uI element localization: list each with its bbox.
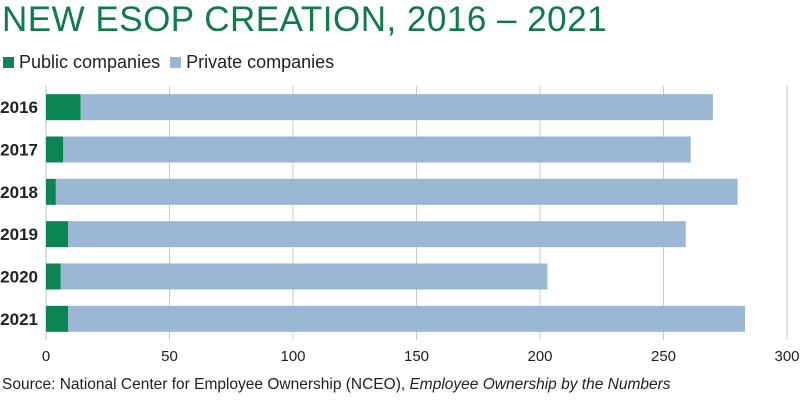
x-tick-label: 0: [42, 348, 50, 365]
x-tick-label: 50: [161, 348, 178, 365]
x-tick-label: 250: [651, 348, 676, 365]
x-tick-label: 300: [774, 348, 799, 365]
legend-swatch-public: [3, 57, 14, 68]
legend-swatch-private: [170, 57, 182, 68]
x-tick-label: 200: [527, 348, 552, 365]
legend-item-public: Public companies: [3, 52, 160, 73]
x-tick-label: 100: [280, 348, 305, 365]
source-note: Source: National Center for Employee Own…: [2, 376, 671, 394]
legend-item-private: Private companies: [170, 52, 334, 73]
category-label: 2021: [0, 310, 38, 329]
category-label: 2016: [0, 98, 38, 117]
category-label: 2019: [0, 225, 38, 244]
bar-public: [46, 263, 61, 290]
category-label: 2020: [0, 268, 38, 287]
bar-private: [55, 178, 738, 205]
source-title: Employee Ownership by the Numbers: [409, 376, 671, 393]
bar-private: [63, 136, 691, 163]
bar-public: [46, 221, 69, 248]
legend-label-private: Private companies: [186, 52, 335, 72]
bar-private: [68, 221, 686, 248]
legend-label-public: Public companies: [19, 52, 161, 72]
bar-private: [80, 94, 713, 121]
bar-public: [46, 178, 56, 205]
x-tick-label: 150: [404, 348, 429, 365]
bar-private: [60, 263, 548, 290]
bar-public: [46, 94, 81, 121]
source-prefix: Source: National Center for Employee Own…: [2, 376, 410, 393]
chart-title: NEW ESOP CREATION, 2016 – 2021: [2, 0, 608, 39]
legend: Public companies Private companies: [3, 52, 344, 73]
bar-public: [46, 305, 69, 332]
bar-private: [68, 305, 746, 332]
category-label: 2017: [0, 141, 38, 160]
category-label: 2018: [0, 183, 38, 202]
bar-public: [46, 136, 64, 163]
